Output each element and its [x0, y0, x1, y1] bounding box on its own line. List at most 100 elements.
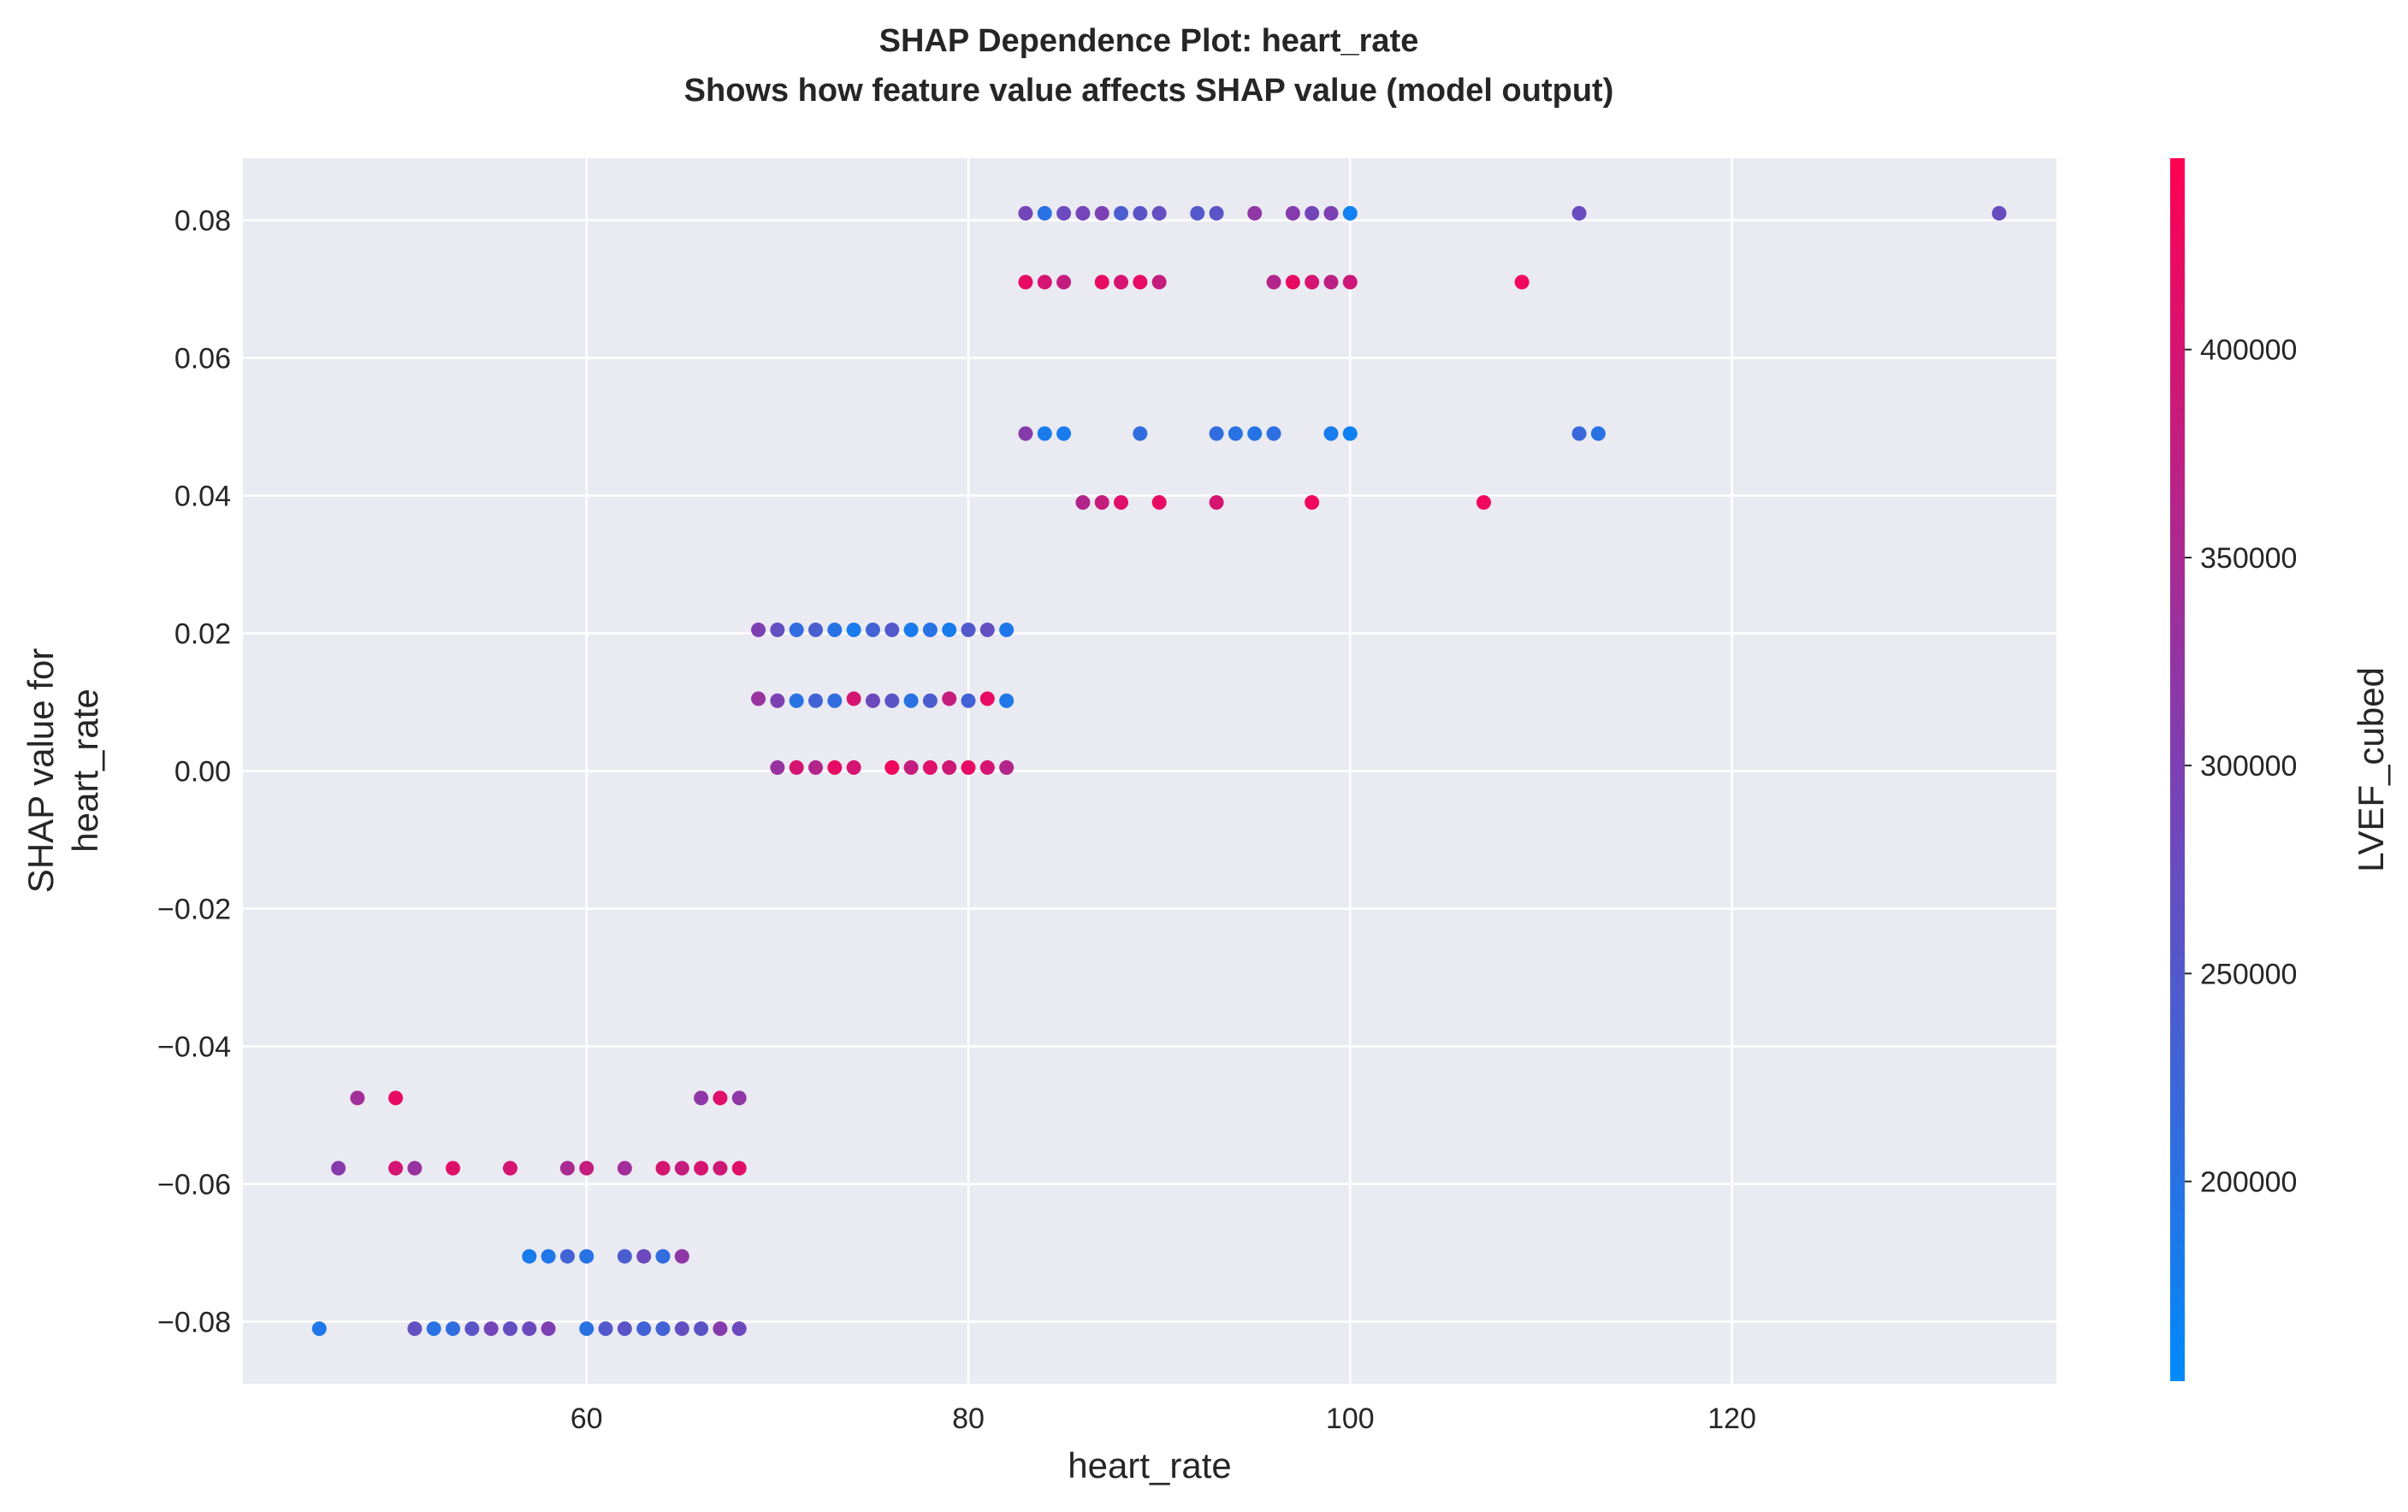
scatter-point: [1133, 426, 1148, 441]
scatter-point: [1209, 205, 1224, 221]
scatter-point: [407, 1161, 423, 1176]
y-axis-label: SHAP value for heart_rate: [21, 648, 105, 893]
scatter-point: [1018, 426, 1033, 441]
scatter-point: [1991, 205, 2007, 221]
scatter-point: [483, 1321, 499, 1337]
scatter-point: [713, 1161, 728, 1176]
scatter-point: [846, 691, 861, 706]
scatter-point: [789, 693, 804, 708]
scatter-point: [1075, 205, 1091, 221]
scatter-point: [559, 1249, 575, 1264]
scatter-point: [1037, 275, 1052, 290]
scatter-point: [1285, 205, 1300, 221]
x-tick-label: 100: [1326, 1403, 1375, 1435]
scatter-point: [922, 693, 938, 708]
scatter-point: [1094, 275, 1109, 290]
scatter-point: [1075, 495, 1091, 511]
scatter-point: [617, 1161, 632, 1176]
scatter-point: [694, 1090, 709, 1106]
scatter-point: [445, 1161, 460, 1176]
scatter-point: [674, 1321, 689, 1337]
x-tick-label: 60: [571, 1403, 603, 1435]
scatter-point: [1094, 495, 1109, 511]
scatter-point: [559, 1161, 575, 1176]
scatter-point: [1056, 205, 1072, 221]
scatter-point: [1514, 275, 1529, 290]
scatter-point: [942, 622, 957, 637]
scatter-point: [1342, 275, 1358, 290]
scatter-point: [1323, 205, 1339, 221]
scatter-point: [827, 759, 843, 775]
scatter-point: [846, 759, 861, 775]
scatter-point: [865, 622, 880, 637]
scatter-point: [1266, 275, 1281, 290]
scatter-point: [311, 1321, 327, 1337]
scatter-point: [789, 759, 804, 775]
scatter-point: [770, 622, 785, 637]
scatter-point: [522, 1249, 537, 1264]
scatter-point: [1151, 205, 1167, 221]
y-tick-label: 0.02: [175, 617, 231, 650]
scatter-point: [1266, 426, 1281, 441]
scatter-point: [1247, 426, 1263, 441]
scatter-points: [311, 205, 2007, 1337]
scatter-point: [1114, 495, 1129, 511]
scatter-point: [579, 1249, 595, 1264]
scatter-point: [1190, 205, 1205, 221]
scatter-point: [846, 622, 861, 637]
colorbar-tick-label: 300000: [2200, 750, 2297, 783]
y-tick-label: 0.08: [175, 204, 231, 237]
scatter-point: [617, 1321, 632, 1337]
y-tick-label: 0.00: [175, 756, 231, 788]
scatter-point: [350, 1090, 365, 1106]
scatter-point: [636, 1249, 652, 1264]
scatter-point: [903, 622, 919, 637]
scatter-point: [751, 622, 766, 637]
scatter-point: [1018, 205, 1033, 221]
scatter-point: [1323, 275, 1339, 290]
scatter-point: [388, 1090, 404, 1106]
scatter-point: [961, 622, 976, 637]
y-tick-label: −0.04: [157, 1031, 231, 1064]
scatter-point: [502, 1321, 518, 1337]
colorbar-tick-label: 350000: [2200, 542, 2297, 575]
y-tick-label: −0.06: [157, 1169, 231, 1202]
scatter-point: [1056, 275, 1072, 290]
colorbar-tick-label: 200000: [2200, 1166, 2297, 1199]
scatter-point: [636, 1321, 652, 1337]
scatter-point: [922, 759, 938, 775]
scatter-point: [770, 693, 785, 708]
scatter-point: [598, 1321, 613, 1337]
scatter-point: [1056, 426, 1072, 441]
scatter-point: [961, 759, 976, 775]
scatter-point: [407, 1321, 423, 1337]
scatter-point: [331, 1161, 346, 1176]
scatter-point: [885, 759, 900, 775]
scatter-point: [979, 622, 995, 637]
scatter-point: [827, 622, 843, 637]
scatter-point: [426, 1321, 441, 1337]
colorbar-ticks: 200000 250000 300000 350000 400000: [2185, 334, 2297, 1199]
scatter-point: [1094, 205, 1109, 221]
colorbar-label: LVEF_cubed: [2351, 667, 2391, 872]
y-tick-label: −0.08: [157, 1307, 231, 1339]
scatter-point: [885, 693, 900, 708]
scatter-point: [445, 1321, 460, 1337]
scatter-point: [1114, 205, 1129, 221]
scatter-point: [808, 759, 823, 775]
scatter-point: [731, 1090, 747, 1106]
scatter-point: [770, 759, 785, 775]
scatter-point: [1476, 495, 1492, 511]
scatter-point: [1247, 205, 1263, 221]
scatter-point: [464, 1321, 480, 1337]
scatter-point: [903, 759, 919, 775]
scatter-point: [1228, 426, 1243, 441]
y-tick-label: −0.02: [157, 894, 231, 926]
scatter-point: [694, 1161, 709, 1176]
scatter-point: [522, 1321, 537, 1337]
scatter-point: [1342, 426, 1358, 441]
scatter-point: [388, 1161, 404, 1176]
scatter-point: [999, 622, 1015, 637]
